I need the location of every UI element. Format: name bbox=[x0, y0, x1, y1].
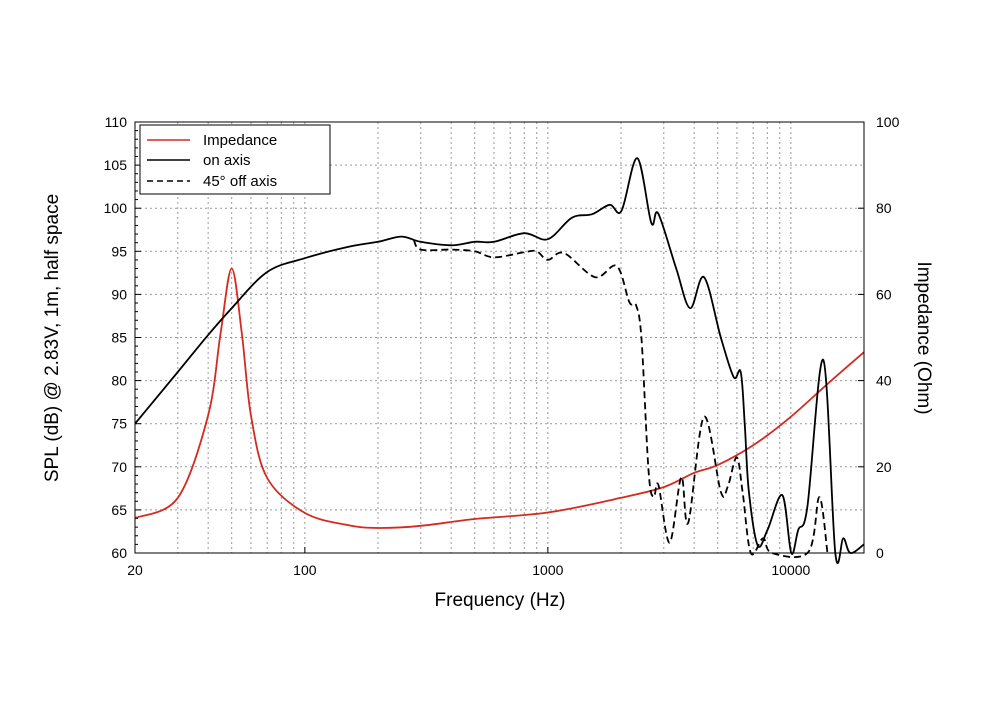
y2-tick-label: 60 bbox=[876, 286, 892, 302]
y2-tick-label: 20 bbox=[876, 459, 892, 475]
y-axis-label: SPL (dB) @ 2.83V, 1m, half space bbox=[42, 194, 63, 482]
y-tick-label: 85 bbox=[111, 330, 127, 346]
x-tick-label: 100 bbox=[293, 562, 317, 578]
y-tick-label: 75 bbox=[111, 416, 127, 432]
x-tick-label: 10000 bbox=[771, 562, 810, 578]
series-line-on-axis bbox=[134, 157, 865, 565]
x-axis-label: Frequency (Hz) bbox=[435, 590, 566, 611]
axis-ticks: 60 65 70 75 80 85 90 95 100 105 110 0 20 40 60 80 100 20 1… bbox=[104, 114, 900, 578]
y-tick-label: 65 bbox=[111, 502, 127, 518]
y2-tick-label: 0 bbox=[876, 545, 884, 561]
x-tick-label: 1000 bbox=[532, 562, 563, 578]
x-tick-label: 20 bbox=[127, 562, 143, 578]
legend-label-off-axis: 45° off axis bbox=[203, 173, 277, 190]
y-tick-label: 110 bbox=[105, 114, 128, 130]
series-lines bbox=[134, 157, 865, 565]
y-tick-label: 60 bbox=[111, 545, 127, 561]
series-line-impedance bbox=[134, 267, 865, 529]
y-tick-label: 95 bbox=[111, 243, 127, 259]
y2-tick-label: 100 bbox=[876, 114, 900, 130]
y2-axis-label: Impedance (Ohm) bbox=[913, 261, 934, 414]
y-tick-label: 105 bbox=[104, 157, 128, 173]
legend-label-on-axis: on axis bbox=[203, 152, 251, 169]
y-tick-label: 80 bbox=[111, 373, 127, 389]
y-tick-label: 90 bbox=[111, 286, 127, 302]
plot-frame bbox=[134, 121, 865, 554]
legend: Impedance on axis 45° off axis bbox=[139, 124, 331, 195]
y-tick-label: 70 bbox=[111, 459, 127, 475]
legend-label-impedance: Impedance bbox=[203, 132, 277, 149]
y-tick-label: 100 bbox=[104, 200, 128, 216]
y2-tick-label: 40 bbox=[876, 373, 892, 389]
y2-tick-label: 80 bbox=[876, 200, 892, 216]
